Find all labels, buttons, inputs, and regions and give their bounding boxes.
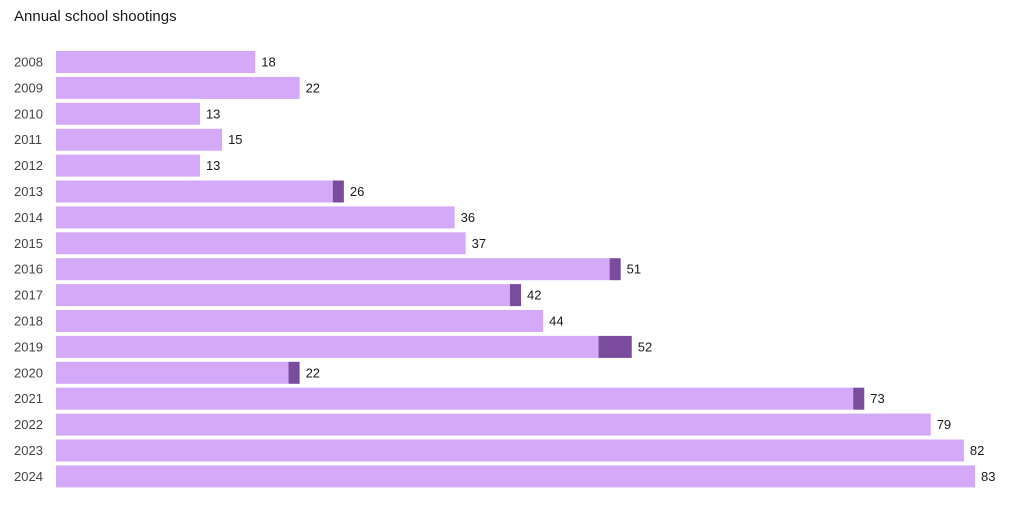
bar-2009-segment-1	[56, 76, 300, 99]
value-label-2015: 37	[472, 236, 486, 251]
value-label-2011: 15	[228, 132, 242, 147]
year-label-2012: 2012	[14, 158, 43, 173]
bar-2008-segment-1	[56, 51, 256, 73]
bar-2010-segment-1	[56, 102, 200, 125]
year-label-2017: 2017	[14, 288, 43, 303]
bar-2021-segment-2	[853, 387, 865, 410]
bar-2015-segment-1	[56, 232, 466, 255]
bar-2014-segment-1	[56, 206, 455, 229]
bar-2019-segment-2	[598, 335, 632, 358]
bar-2012-segment-1	[56, 154, 200, 177]
value-label-2012: 13	[206, 158, 220, 173]
year-label-2013: 2013	[14, 184, 43, 199]
bar-2023-segment-1	[56, 439, 964, 462]
bar-2020-segment-2	[288, 361, 300, 384]
year-label-2021: 2021	[14, 391, 43, 406]
bar-2017-segment-2	[509, 284, 522, 307]
year-label-2018: 2018	[14, 314, 43, 329]
bar-2011-segment-1	[56, 128, 223, 151]
value-label-2013: 26	[350, 184, 364, 199]
bar-2018-segment-1	[56, 310, 544, 332]
value-label-2020: 22	[306, 365, 320, 380]
value-label-2016: 51	[627, 262, 641, 277]
value-label-2023: 82	[970, 443, 984, 458]
value-label-2009: 22	[306, 80, 320, 95]
year-label-2014: 2014	[14, 210, 43, 225]
bar-2013-segment-1	[56, 180, 333, 203]
value-label-2008: 18	[261, 55, 275, 70]
year-label-2023: 2023	[14, 443, 43, 458]
year-label-2020: 2020	[14, 365, 43, 380]
value-label-2018: 44	[549, 314, 563, 329]
year-label-2009: 2009	[14, 80, 43, 95]
bar-2024-segment-1	[56, 465, 975, 488]
value-label-2022: 79	[937, 417, 951, 432]
value-label-2021: 73	[870, 391, 884, 406]
bar-2016-segment-1	[56, 258, 610, 281]
bar-2017-segment-1	[56, 284, 510, 307]
bar-2020-segment-1	[56, 361, 289, 384]
value-label-2024: 83	[981, 469, 995, 484]
year-label-2010: 2010	[14, 106, 43, 121]
bar-2019-segment-1	[56, 335, 599, 358]
year-label-2019: 2019	[14, 339, 43, 354]
bar-2022-segment-1	[56, 413, 931, 436]
value-label-2014: 36	[461, 210, 475, 225]
bar-2013-segment-2	[332, 180, 344, 203]
year-label-2016: 2016	[14, 262, 43, 277]
value-label-2017: 42	[527, 288, 541, 303]
year-label-2008: 2008	[14, 55, 43, 70]
year-label-2015: 2015	[14, 236, 43, 251]
value-label-2019: 52	[638, 339, 652, 354]
year-label-2011: 2011	[14, 132, 42, 147]
bar-2021-segment-1	[56, 387, 854, 410]
year-label-2022: 2022	[14, 417, 43, 432]
value-label-2010: 13	[206, 106, 220, 121]
chart-title: Annual school shootings	[14, 8, 177, 25]
bar-2016-segment-2	[609, 258, 621, 281]
year-label-2024: 2024	[14, 469, 43, 484]
